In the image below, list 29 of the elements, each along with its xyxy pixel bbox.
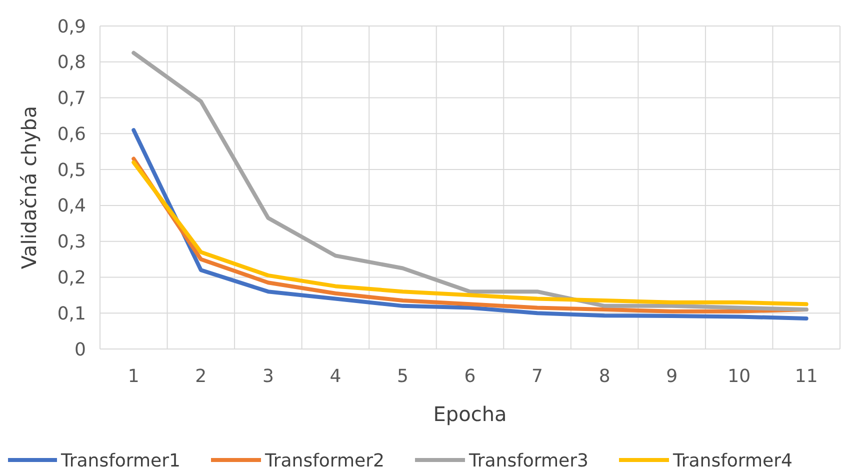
x-axis-title: Epocha	[433, 402, 507, 426]
x-tick-label: 4	[330, 366, 342, 387]
y-tick-label: 0,3	[57, 232, 86, 253]
legend-label: Transformer4	[672, 450, 792, 472]
legend-label: Transformer3	[468, 450, 588, 472]
x-tick-label: 8	[598, 366, 610, 387]
y-tick-label: 0,8	[57, 52, 86, 74]
y-tick-label: 0,5	[57, 160, 86, 181]
legend-label: Transformer1	[60, 450, 180, 472]
x-tick-label: 6	[464, 366, 476, 387]
y-tick-label: 0,4	[57, 196, 86, 217]
x-tick-label: 1	[128, 366, 140, 387]
legend-label: Transformer2	[264, 450, 384, 472]
x-tick-label: 2	[195, 366, 207, 387]
y-tick-label: 0	[74, 339, 86, 360]
y-axis-title: Validačná chyba	[17, 106, 41, 270]
y-tick-label: 0,9	[57, 16, 86, 38]
y-tick-label: 0,1	[57, 303, 86, 324]
line-series	[132, 50, 808, 312]
x-tick-label: 11	[794, 366, 818, 387]
x-tick-label: 7	[532, 366, 543, 387]
x-tick-label: 5	[397, 366, 408, 387]
x-tick-label: 3	[262, 366, 274, 387]
x-tick-label: 10	[728, 366, 751, 387]
line-series	[132, 128, 808, 320]
y-tick-label: 0,2	[57, 268, 86, 289]
x-tick-label: 9	[666, 366, 678, 387]
y-tick-label: 0,6	[57, 124, 86, 145]
y-tick-label: 0,7	[57, 88, 86, 110]
